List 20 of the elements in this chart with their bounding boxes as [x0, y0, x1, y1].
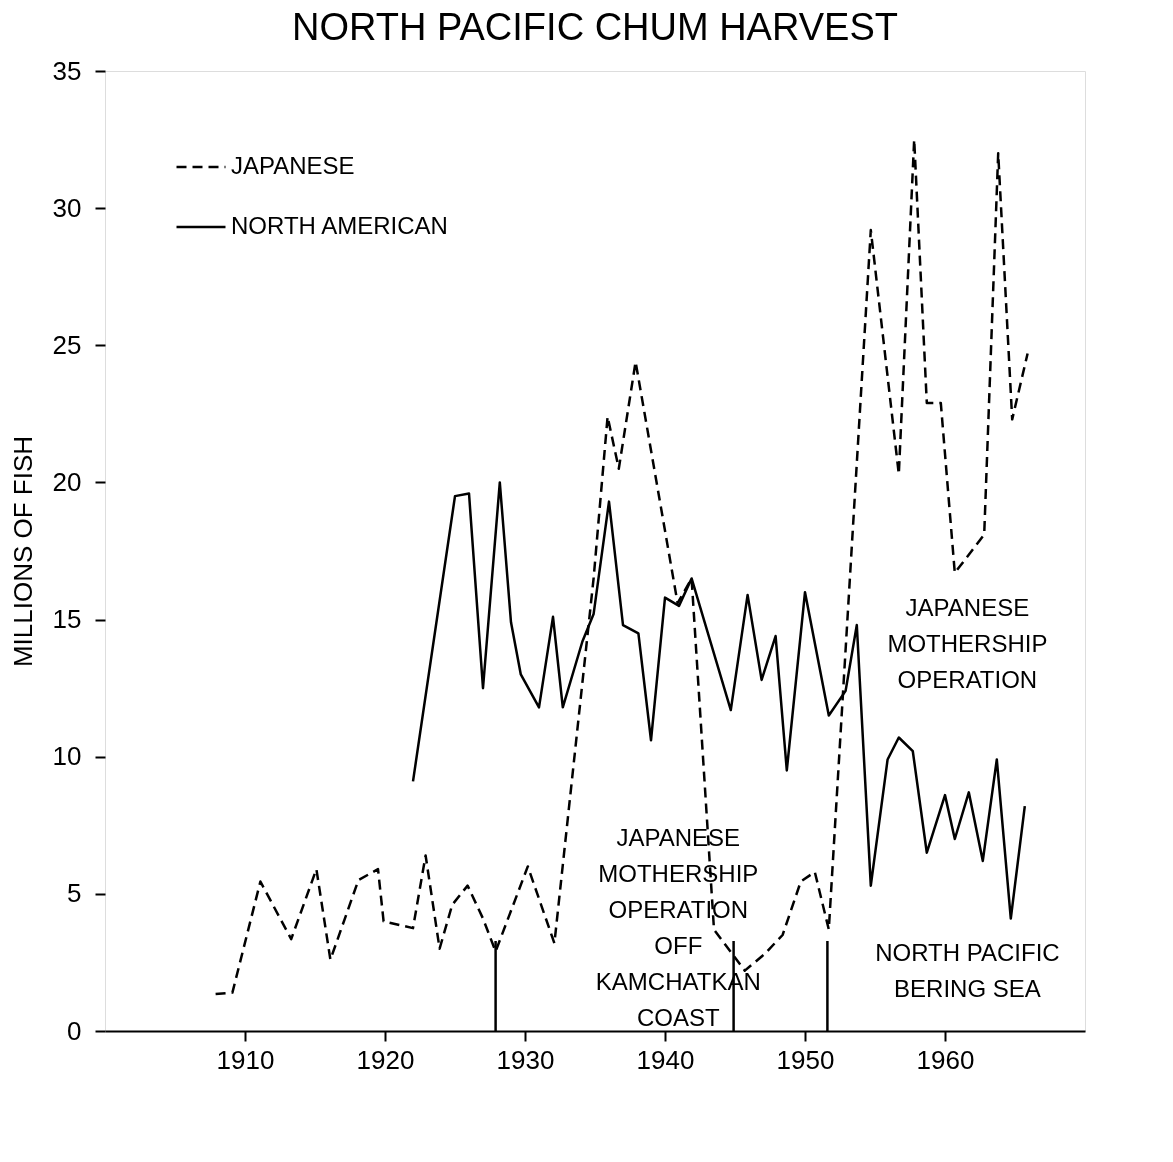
x-tick-label: 1910 [216, 1044, 275, 1075]
y-tick-label: 20 [52, 466, 82, 497]
x-tick-label: 1940 [636, 1044, 695, 1075]
x-tick-label: 1950 [776, 1044, 835, 1075]
annotation: NORTH PACIFIC BERING SEA [875, 939, 1060, 1003]
x-tick-label: 1960 [916, 1044, 975, 1075]
y-tick-label: 25 [52, 329, 82, 360]
y-tick-label: 10 [52, 741, 82, 772]
y-tick-label: 15 [52, 604, 82, 635]
y-tick-label: 5 [67, 878, 82, 909]
y-tick-label: 35 [52, 55, 82, 86]
x-tick-label: 1930 [496, 1044, 555, 1075]
legend-label: JAPANESE [231, 152, 355, 179]
y-axis-title: MILLIONS OF FISH [7, 435, 38, 668]
chart-title: NORTH PACIFIC CHUM HARVEST [292, 6, 898, 48]
y-tick-label: 0 [67, 1015, 82, 1046]
y-tick-label: 30 [52, 192, 82, 223]
legend-label: NORTH AMERICAN [231, 212, 448, 239]
annotation: JAPANESE MOTHERSHIP OPERATION [887, 593, 1048, 693]
x-tick-label: 1920 [356, 1044, 415, 1075]
